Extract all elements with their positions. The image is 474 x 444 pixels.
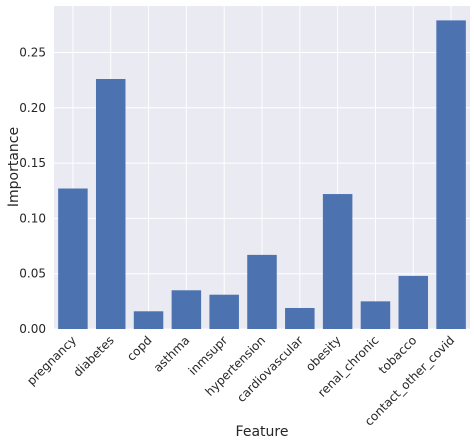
y-tick-label: 0.05 [19, 267, 46, 281]
y-tick-label: 0.15 [19, 156, 46, 170]
y-tick-label: 0.20 [19, 101, 46, 115]
bar-obesity [322, 194, 353, 329]
bar-contact-other-covid [436, 20, 466, 330]
x-tick-label: diabetes [70, 333, 116, 379]
x-axis-label: Feature [236, 424, 289, 440]
y-tick-labels: 0.00 0.05 0.10 0.15 0.20 0.25 [19, 45, 46, 336]
y-tick-label: 0.00 [19, 322, 46, 336]
bar-tobacco [398, 275, 429, 329]
bar-pregnancy [58, 188, 88, 329]
bar-copd [133, 311, 164, 329]
y-axis-label: Importance [6, 127, 22, 207]
y-tick-label: 0.25 [19, 45, 46, 59]
y-tick-label: 0.10 [19, 211, 46, 225]
bar-diabetes [95, 79, 126, 329]
bar-inmsupr [209, 294, 239, 329]
bar-hypertension [247, 254, 277, 329]
bar-asthma [171, 290, 202, 329]
x-tick-label: copd [124, 333, 155, 364]
bar-renal-chronic [360, 301, 391, 329]
x-tick-label: cardiovascular [234, 333, 306, 405]
bar-cardiovascular [285, 307, 315, 329]
x-tick-label: pregnancy [24, 333, 79, 388]
bars [58, 20, 466, 330]
